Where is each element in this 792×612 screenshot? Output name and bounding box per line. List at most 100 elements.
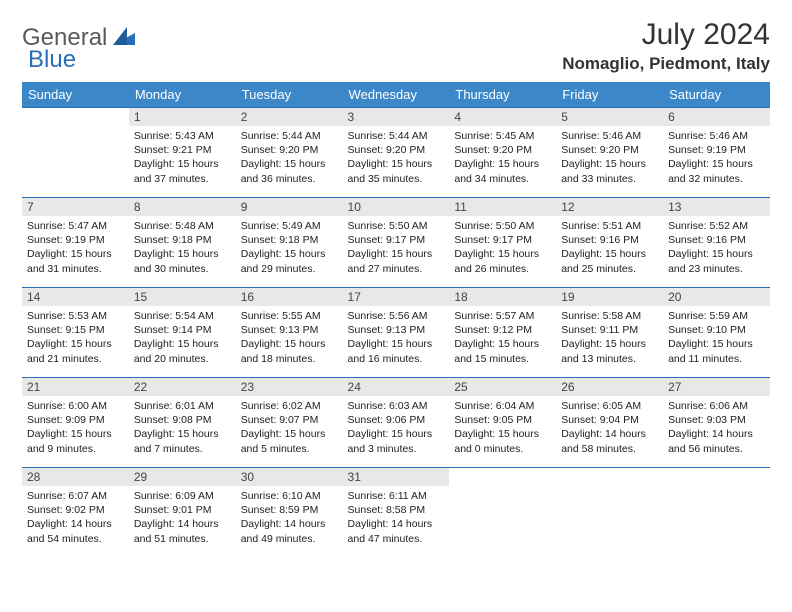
day-details: Sunrise: 6:06 AMSunset: 9:03 PMDaylight:… [663, 396, 770, 459]
sunrise-text: Sunrise: 5:53 AM [27, 309, 124, 323]
day-details: Sunrise: 5:53 AMSunset: 9:15 PMDaylight:… [22, 306, 129, 369]
daylight-text-1: Daylight: 14 hours [348, 517, 445, 531]
day-details: Sunrise: 5:47 AMSunset: 9:19 PMDaylight:… [22, 216, 129, 279]
daylight-text-1: Daylight: 15 hours [241, 427, 338, 441]
sunrise-text: Sunrise: 5:54 AM [134, 309, 231, 323]
daylight-text-2: and 58 minutes. [561, 442, 658, 456]
daylight-text-2: and 33 minutes. [561, 172, 658, 186]
weekday-header: Wednesday [343, 82, 450, 108]
daylight-text-2: and 3 minutes. [348, 442, 445, 456]
daylight-text-2: and 51 minutes. [134, 532, 231, 546]
day-details: Sunrise: 6:10 AMSunset: 8:59 PMDaylight:… [236, 486, 343, 549]
sunrise-text: Sunrise: 5:58 AM [561, 309, 658, 323]
calendar-empty-cell [449, 468, 556, 558]
daylight-text-1: Daylight: 14 hours [668, 427, 765, 441]
day-details: Sunrise: 5:51 AMSunset: 9:16 PMDaylight:… [556, 216, 663, 279]
calendar-week-row: 14Sunrise: 5:53 AMSunset: 9:15 PMDayligh… [22, 288, 770, 378]
daylight-text-1: Daylight: 15 hours [561, 337, 658, 351]
day-details: Sunrise: 5:55 AMSunset: 9:13 PMDaylight:… [236, 306, 343, 369]
day-number: 19 [556, 288, 663, 306]
sunset-text: Sunset: 9:18 PM [241, 233, 338, 247]
daylight-text-2: and 29 minutes. [241, 262, 338, 276]
calendar-head: SundayMondayTuesdayWednesdayThursdayFrid… [22, 82, 770, 108]
calendar-day-cell: 16Sunrise: 5:55 AMSunset: 9:13 PMDayligh… [236, 288, 343, 378]
daylight-text-2: and 11 minutes. [668, 352, 765, 366]
calendar-day-cell: 31Sunrise: 6:11 AMSunset: 8:58 PMDayligh… [343, 468, 450, 558]
weekday-row: SundayMondayTuesdayWednesdayThursdayFrid… [22, 82, 770, 108]
sunset-text: Sunset: 9:01 PM [134, 503, 231, 517]
sunset-text: Sunset: 9:17 PM [454, 233, 551, 247]
sunset-text: Sunset: 9:09 PM [27, 413, 124, 427]
daylight-text-2: and 15 minutes. [454, 352, 551, 366]
day-number: 20 [663, 288, 770, 306]
day-number: 9 [236, 198, 343, 216]
weekday-header: Friday [556, 82, 663, 108]
day-number: 3 [343, 108, 450, 126]
sunset-text: Sunset: 9:12 PM [454, 323, 551, 337]
sunrise-text: Sunrise: 6:02 AM [241, 399, 338, 413]
daylight-text-2: and 7 minutes. [134, 442, 231, 456]
calendar-page: General July 2024 Nomaglio, Piedmont, It… [0, 0, 792, 576]
daylight-text-2: and 23 minutes. [668, 262, 765, 276]
sunset-text: Sunset: 9:16 PM [561, 233, 658, 247]
calendar-empty-cell [556, 468, 663, 558]
day-number: 15 [129, 288, 236, 306]
daylight-text-2: and 56 minutes. [668, 442, 765, 456]
title-block: July 2024 Nomaglio, Piedmont, Italy [562, 18, 770, 74]
daylight-text-1: Daylight: 15 hours [241, 337, 338, 351]
daylight-text-1: Daylight: 15 hours [27, 427, 124, 441]
sunset-text: Sunset: 9:04 PM [561, 413, 658, 427]
day-details: Sunrise: 5:49 AMSunset: 9:18 PMDaylight:… [236, 216, 343, 279]
day-details: Sunrise: 5:58 AMSunset: 9:11 PMDaylight:… [556, 306, 663, 369]
daylight-text-1: Daylight: 14 hours [134, 517, 231, 531]
calendar-day-cell: 17Sunrise: 5:56 AMSunset: 9:13 PMDayligh… [343, 288, 450, 378]
sunrise-text: Sunrise: 5:50 AM [454, 219, 551, 233]
sunset-text: Sunset: 9:15 PM [27, 323, 124, 337]
day-number: 8 [129, 198, 236, 216]
day-details: Sunrise: 6:00 AMSunset: 9:09 PMDaylight:… [22, 396, 129, 459]
calendar-day-cell: 8Sunrise: 5:48 AMSunset: 9:18 PMDaylight… [129, 198, 236, 288]
sunrise-text: Sunrise: 6:00 AM [27, 399, 124, 413]
calendar-week-row: 1Sunrise: 5:43 AMSunset: 9:21 PMDaylight… [22, 108, 770, 198]
daylight-text-1: Daylight: 15 hours [27, 337, 124, 351]
day-number: 21 [22, 378, 129, 396]
sunset-text: Sunset: 9:17 PM [348, 233, 445, 247]
sunrise-text: Sunrise: 6:04 AM [454, 399, 551, 413]
sunrise-text: Sunrise: 6:06 AM [668, 399, 765, 413]
day-number: 1 [129, 108, 236, 126]
sunset-text: Sunset: 9:10 PM [668, 323, 765, 337]
sunrise-text: Sunrise: 6:10 AM [241, 489, 338, 503]
weekday-header: Monday [129, 82, 236, 108]
day-number: 29 [129, 468, 236, 486]
calendar-table: SundayMondayTuesdayWednesdayThursdayFrid… [22, 82, 770, 558]
sunrise-text: Sunrise: 5:49 AM [241, 219, 338, 233]
calendar-day-cell: 12Sunrise: 5:51 AMSunset: 9:16 PMDayligh… [556, 198, 663, 288]
sunset-text: Sunset: 8:59 PM [241, 503, 338, 517]
daylight-text-1: Daylight: 15 hours [561, 247, 658, 261]
sunrise-text: Sunrise: 5:43 AM [134, 129, 231, 143]
sunset-text: Sunset: 9:20 PM [454, 143, 551, 157]
calendar-body: 1Sunrise: 5:43 AMSunset: 9:21 PMDaylight… [22, 108, 770, 558]
sunset-text: Sunset: 8:58 PM [348, 503, 445, 517]
daylight-text-2: and 30 minutes. [134, 262, 231, 276]
day-details: Sunrise: 5:46 AMSunset: 9:20 PMDaylight:… [556, 126, 663, 189]
day-details: Sunrise: 5:54 AMSunset: 9:14 PMDaylight:… [129, 306, 236, 369]
daylight-text-1: Daylight: 15 hours [348, 337, 445, 351]
calendar-day-cell: 19Sunrise: 5:58 AMSunset: 9:11 PMDayligh… [556, 288, 663, 378]
day-number: 6 [663, 108, 770, 126]
day-number: 12 [556, 198, 663, 216]
header: General July 2024 Nomaglio, Piedmont, It… [22, 18, 770, 74]
sunrise-text: Sunrise: 5:52 AM [668, 219, 765, 233]
day-details: Sunrise: 5:50 AMSunset: 9:17 PMDaylight:… [343, 216, 450, 279]
day-details: Sunrise: 6:07 AMSunset: 9:02 PMDaylight:… [22, 486, 129, 549]
calendar-week-row: 21Sunrise: 6:00 AMSunset: 9:09 PMDayligh… [22, 378, 770, 468]
daylight-text-1: Daylight: 15 hours [348, 247, 445, 261]
sunset-text: Sunset: 9:20 PM [241, 143, 338, 157]
sunset-text: Sunset: 9:18 PM [134, 233, 231, 247]
sunrise-text: Sunrise: 5:46 AM [561, 129, 658, 143]
sunrise-text: Sunrise: 5:56 AM [348, 309, 445, 323]
daylight-text-1: Daylight: 15 hours [134, 427, 231, 441]
day-number: 11 [449, 198, 556, 216]
calendar-day-cell: 13Sunrise: 5:52 AMSunset: 9:16 PMDayligh… [663, 198, 770, 288]
sunrise-text: Sunrise: 5:44 AM [241, 129, 338, 143]
